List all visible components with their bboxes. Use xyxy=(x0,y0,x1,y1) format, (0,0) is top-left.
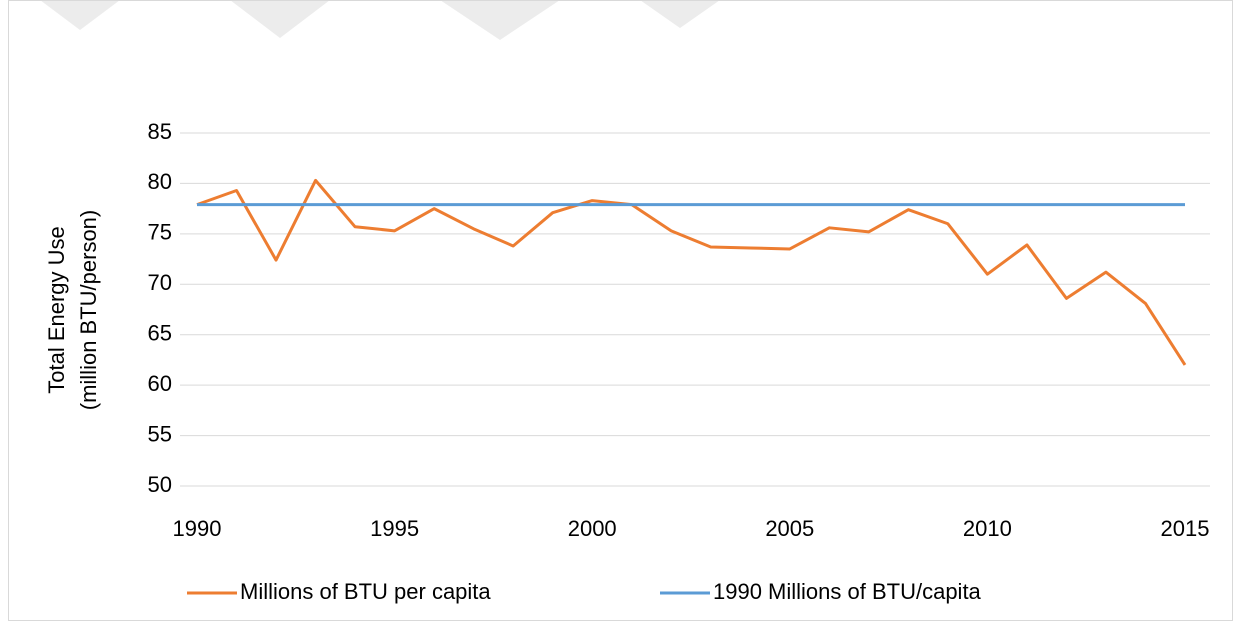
y-tick-label: 65 xyxy=(148,321,172,346)
decoration xyxy=(640,0,720,28)
y-tick-label: 70 xyxy=(148,270,172,295)
x-tick-label: 2015 xyxy=(1161,516,1210,541)
y-axis-label: Total Energy Use xyxy=(44,226,69,394)
line-series xyxy=(196,178,1187,366)
decoration xyxy=(230,0,330,38)
x-tick-label: 2000 xyxy=(568,516,617,541)
x-tick-label: 2010 xyxy=(963,516,1012,541)
y-tick-label: 75 xyxy=(148,220,172,245)
x-tick-label: 1995 xyxy=(370,516,419,541)
y-tick-label: 50 xyxy=(148,472,172,497)
y-tick-label: 85 xyxy=(148,119,172,144)
legend-label: Millions of BTU per capita xyxy=(240,579,491,604)
x-tick-label: 1990 xyxy=(173,516,222,541)
y-tick-label: 80 xyxy=(148,169,172,194)
y-tick-label: 55 xyxy=(148,421,172,446)
y-axis-label: (million BTU/person) xyxy=(76,210,101,411)
decoration xyxy=(40,0,120,30)
y-tick-label: 60 xyxy=(148,371,172,396)
decoration xyxy=(440,0,560,40)
chart-border xyxy=(8,0,1233,621)
legend-label: 1990 Millions of BTU/capita xyxy=(713,579,982,604)
x-tick-label: 2005 xyxy=(765,516,814,541)
